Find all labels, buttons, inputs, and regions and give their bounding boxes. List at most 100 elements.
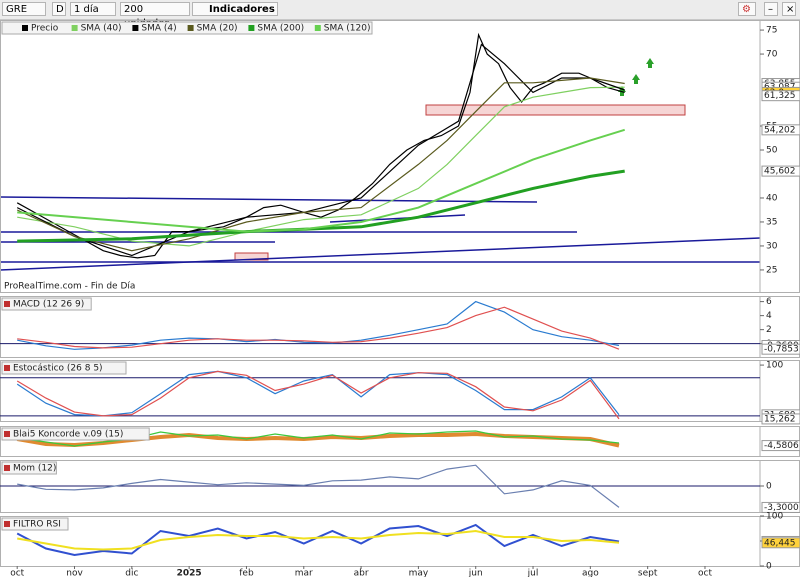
x-tick-label: feb xyxy=(239,569,254,577)
legend-swatch xyxy=(22,25,28,31)
legend-label: SMA (40) xyxy=(81,24,122,34)
series-line xyxy=(16,43,625,257)
trend-line xyxy=(0,237,761,271)
x-tick-label: oct xyxy=(10,569,24,577)
value-tag xyxy=(761,90,800,102)
period-button[interactable]: D xyxy=(52,2,66,16)
y-tick-label: 100 xyxy=(766,512,783,522)
legend-label: SMA (20) xyxy=(197,24,238,34)
series-line xyxy=(17,169,625,243)
x-tick-label: jun xyxy=(468,569,483,577)
legend-swatch xyxy=(71,25,78,31)
panel-title: Mom (12) xyxy=(13,464,56,474)
panel-title-box xyxy=(1,361,127,375)
series-line xyxy=(17,300,620,350)
y-tick-label: 6 xyxy=(766,297,772,307)
x-tick-label: may xyxy=(409,569,429,577)
y-tick-label: 0 xyxy=(766,482,772,492)
legend-box xyxy=(1,21,373,35)
panel-title: Estocástico (26 8 5) xyxy=(13,364,103,374)
panel-frame xyxy=(0,516,800,567)
panel-title-icon xyxy=(4,431,10,437)
series-line xyxy=(16,523,620,557)
series-line xyxy=(17,128,625,233)
y-tick-label: 70 xyxy=(766,50,778,60)
panel-title-box xyxy=(1,517,69,531)
x-tick-label: sept xyxy=(638,569,658,577)
x-tick-label: mar xyxy=(295,569,313,577)
value-tag xyxy=(761,413,800,425)
series-line xyxy=(16,370,620,420)
x-tick-label: dic xyxy=(125,569,138,577)
series-line xyxy=(17,529,620,551)
toolbar: GRE D 1 día 200 unidades Indicadores ⚙ –… xyxy=(0,0,800,29)
y-tick-label: 30 xyxy=(766,241,778,251)
close-button[interactable]: × xyxy=(782,2,796,16)
value-tag-label: 46,445 xyxy=(764,538,796,548)
legend-label: SMA (200) xyxy=(257,24,304,34)
series-line xyxy=(16,77,625,252)
symbol-box[interactable]: GRE xyxy=(2,2,46,16)
zone xyxy=(425,104,686,116)
x-tick-label: ago xyxy=(582,569,599,577)
value-tag xyxy=(761,165,800,177)
x-tick-label: jul xyxy=(527,569,539,577)
value-tag xyxy=(761,440,800,452)
series-line xyxy=(16,370,620,417)
panel-title-box xyxy=(1,297,92,311)
y-tick-label: 40 xyxy=(766,193,778,203)
value-tag-label: 61,325 xyxy=(764,91,796,101)
x-tick-label: oct xyxy=(698,569,712,577)
legend-label: SMA (120) xyxy=(324,24,371,34)
legend-swatch xyxy=(187,25,194,31)
y-tick-label: 75 xyxy=(766,26,777,36)
value-tag xyxy=(761,501,800,513)
panel-title-icon xyxy=(4,465,10,471)
minimize-button[interactable]: – xyxy=(764,2,778,16)
value-tag xyxy=(761,124,800,136)
value-tag xyxy=(761,343,800,355)
panel-title-box xyxy=(1,461,57,475)
value-tag-label: 54,202 xyxy=(764,125,796,135)
trend-line xyxy=(0,196,538,203)
x-tick-label: nov xyxy=(66,569,83,577)
legend-swatch xyxy=(248,25,255,31)
x-tick-label: abr xyxy=(354,569,369,577)
legend-label: SMA (4) xyxy=(141,24,176,34)
period-select[interactable]: 1 día xyxy=(70,2,116,16)
y-tick-label: 0 xyxy=(766,562,772,572)
arrows xyxy=(618,58,654,96)
value-tag xyxy=(761,537,800,549)
value-tag-label: 15,262 xyxy=(764,414,796,424)
y-tick-label: 35 xyxy=(766,217,777,227)
y-tick-label: 4 xyxy=(766,311,772,321)
value-tag-label: 45,602 xyxy=(764,167,796,177)
value-tag-label: -4,5806 xyxy=(764,441,799,451)
panel-title-icon xyxy=(4,365,10,371)
panel-title: FILTRO RSI xyxy=(13,520,61,530)
panel-title-box xyxy=(1,427,150,441)
series-line xyxy=(17,464,620,508)
indicators-button[interactable]: Indicadores xyxy=(192,2,278,16)
units-select[interactable]: 200 unidades xyxy=(120,2,190,29)
panel-frame xyxy=(0,296,800,358)
legend-swatch xyxy=(132,25,139,31)
x-tick-label: 2025 xyxy=(177,569,202,577)
panel-title-icon xyxy=(4,521,10,527)
panel-title: MACD (12 26 9) xyxy=(13,300,84,310)
y-tick-label: 100 xyxy=(766,361,783,371)
y-tick-label: 2 xyxy=(766,325,772,335)
chart: 253035405055707563,85563,08762,061,32554… xyxy=(0,20,800,577)
series-line xyxy=(17,306,620,350)
series-line xyxy=(16,32,625,259)
value-tag-label: -3,3000 xyxy=(764,503,799,513)
panel-title-icon xyxy=(4,301,10,307)
icon-button[interactable]: ⚙ xyxy=(738,2,756,16)
legend-swatch xyxy=(314,25,321,31)
y-tick-label: 25 xyxy=(766,265,777,275)
series-line xyxy=(17,86,625,247)
y-tick-label: 50 xyxy=(766,146,778,156)
trend-line xyxy=(329,214,466,223)
value-tag-label: -0,7853 xyxy=(764,345,799,355)
